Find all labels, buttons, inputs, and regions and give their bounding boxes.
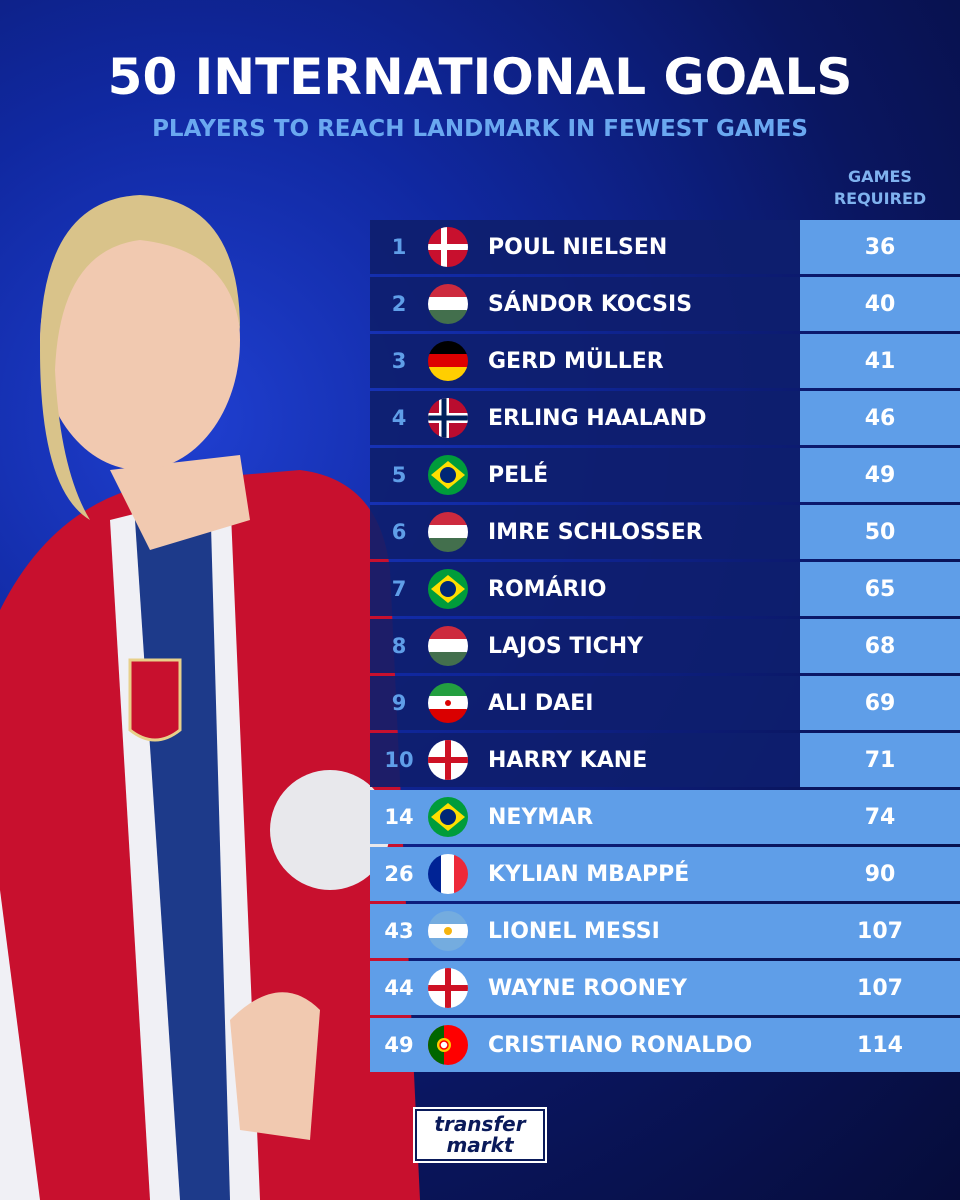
games-required: 50 [800, 505, 960, 559]
player-name: ERLING HAALAND [488, 405, 707, 431]
rank: 49 [384, 1033, 414, 1057]
logo-text: markt [446, 1133, 514, 1157]
flag-dk-icon [428, 227, 468, 267]
player-name: GERD MÜLLER [488, 348, 664, 374]
games-required: 36 [800, 220, 960, 274]
games-required: 69 [800, 676, 960, 730]
page-title: 50 INTERNATIONAL GOALS [107, 48, 853, 106]
games-required: 114 [857, 1032, 903, 1058]
table-row: 1 POUL NIELSEN 36 [370, 220, 960, 274]
table-row: 8 LAJOS TICHY 68 [370, 619, 960, 673]
flag-br-icon [428, 797, 468, 837]
table-row: 10 HARRY KANE 71 [370, 733, 960, 787]
player-name: LAJOS TICHY [488, 633, 644, 659]
table-row: 7 ROMÁRIO 65 [370, 562, 960, 616]
games-required: 49 [800, 448, 960, 502]
player-photo [0, 195, 420, 1200]
player-name: POUL NIELSEN [488, 234, 668, 260]
table-row: 14 NEYMAR 74 [370, 790, 960, 844]
rank: 4 [391, 406, 407, 430]
page-subtitle: PLAYERS TO REACH LANDMARK IN FEWEST GAME… [152, 116, 808, 142]
games-required: 107 [857, 918, 903, 944]
games-required: 107 [857, 975, 903, 1001]
rank: 2 [391, 292, 407, 316]
column-header-line: REQUIRED [833, 189, 927, 208]
flag-fr-icon [428, 854, 468, 894]
table-row: 26 KYLIAN MBAPPÉ 90 [370, 847, 960, 901]
games-required: 40 [800, 277, 960, 331]
flag-hu-icon [428, 284, 468, 324]
transfermarkt-logo: transfer markt [413, 1107, 547, 1163]
column-header-line: GAMES [848, 167, 912, 186]
player-name: NEYMAR [488, 804, 594, 830]
rank: 5 [391, 463, 407, 487]
flag-br-icon [428, 455, 468, 495]
table-row: 5 PELÉ 49 [370, 448, 960, 502]
flag-no-icon [428, 398, 468, 438]
games-required: 65 [800, 562, 960, 616]
flag-hu-icon [428, 626, 468, 666]
flag-pt-icon [428, 1025, 468, 1065]
player-name: SÁNDOR KOCSIS [488, 291, 693, 317]
player-name: ROMÁRIO [488, 576, 607, 602]
table-row: 6 IMRE SCHLOSSER 50 [370, 505, 960, 559]
rank: 43 [384, 919, 414, 943]
flag-en-icon [428, 968, 468, 1008]
table-row: 44 WAYNE ROONEY 107 [370, 961, 960, 1015]
rank: 9 [391, 691, 407, 715]
rank: 3 [391, 349, 407, 373]
rank: 1 [391, 235, 407, 259]
logo-text: transfer [434, 1112, 526, 1136]
column-header-games-required: GAMES REQUIRED [800, 166, 960, 210]
player-name: HARRY KANE [488, 747, 648, 773]
rank: 10 [384, 748, 414, 772]
flag-de-icon [428, 341, 468, 381]
player-name: PELÉ [488, 462, 549, 488]
games-required: 90 [864, 861, 896, 887]
player-name: LIONEL MESSI [488, 918, 660, 944]
table-row: 3 GERD MÜLLER 41 [370, 334, 960, 388]
table-row: 4 ERLING HAALAND 46 [370, 391, 960, 445]
player-name: CRISTIANO RONALDO [488, 1032, 753, 1058]
games-required: 46 [800, 391, 960, 445]
table-row: 2 SÁNDOR KOCSIS 40 [370, 277, 960, 331]
rank: 6 [391, 520, 407, 544]
games-required: 68 [800, 619, 960, 673]
player-name: WAYNE ROONEY [488, 975, 687, 1001]
flag-ar-icon [428, 911, 468, 951]
player-name: ALI DAEI [488, 690, 594, 716]
flag-hu-icon [428, 512, 468, 552]
rank: 26 [384, 862, 414, 886]
table-row: 43 LIONEL MESSI 107 [370, 904, 960, 958]
games-required: 41 [800, 334, 960, 388]
rank: 44 [384, 976, 414, 1000]
rank: 7 [391, 577, 407, 601]
table-row: 9 ALI DAEI 69 [370, 676, 960, 730]
flag-br-icon [428, 569, 468, 609]
rank: 8 [391, 634, 407, 658]
games-required: 74 [864, 804, 896, 830]
flag-en-icon [428, 740, 468, 780]
flag-ir-icon [428, 683, 468, 723]
player-name: IMRE SCHLOSSER [488, 519, 703, 545]
games-required: 71 [800, 733, 960, 787]
player-name: KYLIAN MBAPPÉ [488, 861, 690, 887]
rank: 14 [384, 805, 414, 829]
table-row: 49 CRISTIANO RONALDO 114 [370, 1018, 960, 1072]
